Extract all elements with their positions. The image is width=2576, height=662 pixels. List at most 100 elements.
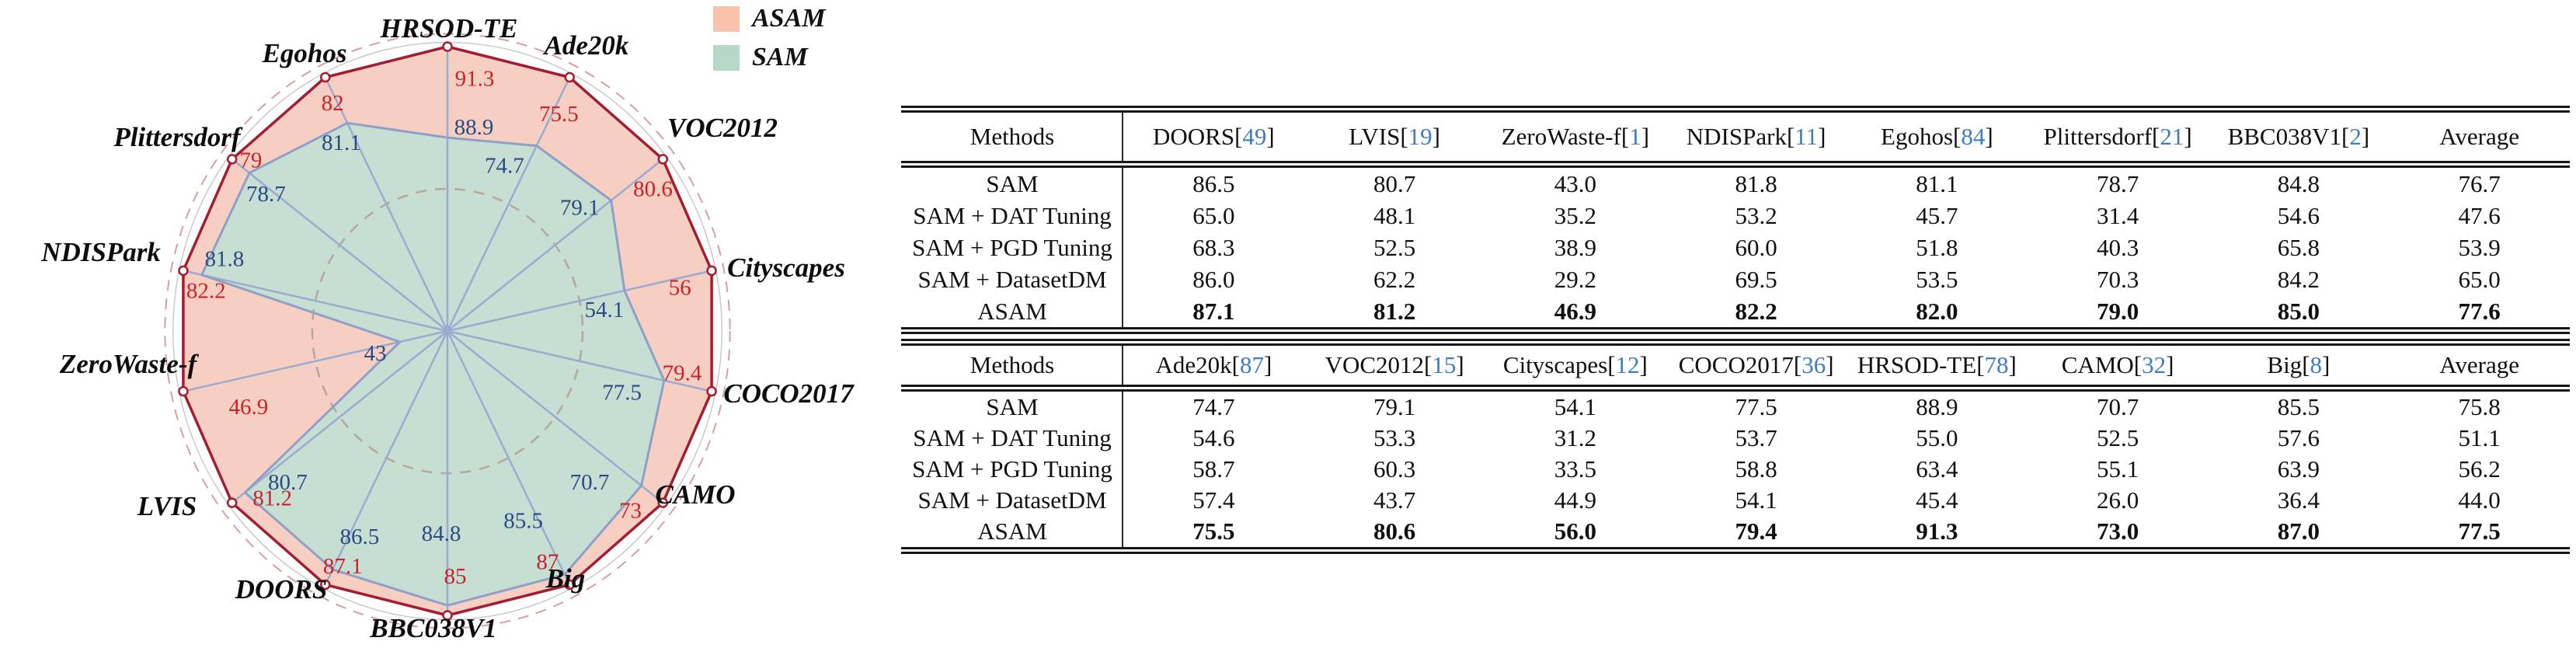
column-header: Cityscapes[12] <box>1502 351 1648 378</box>
table-top-rule <box>901 339 2570 346</box>
method-cell: SAM + PGD Tuning <box>912 233 1112 261</box>
legend-item-asam: ASAM <box>713 4 892 33</box>
method-cell: SAM + DatasetDM <box>917 265 1107 293</box>
table-header-wrap: Methods DOORS[49] LVIS[19] ZeroWaste-f[1] ND… <box>901 113 2570 161</box>
value-cell: 31.2 <box>1554 424 1596 451</box>
axis-spoke <box>183 329 448 392</box>
value-cell: 69.5 <box>1735 265 1777 293</box>
asam-value-label: 79.4 <box>663 361 702 385</box>
table-header-row: Methods Ade20k[87] VOC2012[15] Cityscapes[1… <box>901 346 2570 385</box>
column-header: Egohos[84] <box>1881 123 1993 150</box>
asam-vertex-marker <box>706 265 717 277</box>
asam-vertex-marker <box>226 154 238 165</box>
value-cell: 81.2 <box>1373 297 1416 325</box>
value-cell: 85.5 <box>2277 393 2320 420</box>
axis-label: LVIS <box>137 491 197 521</box>
value-cell: 85.0 <box>2277 297 2320 325</box>
method-cell: SAM + DatasetDM <box>917 486 1107 514</box>
results-table-2: Methods Ade20k[87] VOC2012[15] Cityscapes[1… <box>901 339 2570 554</box>
asam-vertex-marker <box>657 154 669 165</box>
value-cell: 62.2 <box>1373 265 1416 293</box>
value-cell: 82.2 <box>1735 297 1777 325</box>
asam-value-label: 56 <box>669 276 691 301</box>
value-cell: 77.6 <box>2458 297 2501 325</box>
asam-value-label: 87.1 <box>323 554 363 579</box>
value-cell: 75.8 <box>2458 393 2501 420</box>
citation-number: 84 <box>1961 123 1986 150</box>
column-header: Average <box>2439 123 2519 150</box>
value-cell: 54.1 <box>1735 486 1777 514</box>
value-cell: 57.6 <box>2277 424 2320 451</box>
value-cell: 87.1 <box>1192 297 1235 325</box>
asam-legend-label: ASAM <box>752 4 826 33</box>
value-cell: 58.7 <box>1192 455 1235 483</box>
value-cell: 70.3 <box>2097 265 2139 293</box>
value-cell: 48.1 <box>1373 201 1416 229</box>
asam-vertex-marker <box>564 579 575 591</box>
value-cell: 35.2 <box>1554 201 1596 229</box>
value-cell: 63.9 <box>2277 455 2320 483</box>
value-cell: 65.0 <box>2458 265 2501 293</box>
axis-label: HRSOD-TE <box>380 13 518 44</box>
axis-label: DOORS <box>235 574 328 605</box>
sam-value-label: 54.1 <box>585 298 625 322</box>
axis-spoke <box>183 270 448 333</box>
value-cell: 33.5 <box>1554 455 1596 483</box>
axis-spoke <box>447 329 712 392</box>
asam-value-label: 82.2 <box>186 278 226 303</box>
axis-label: Plittersdorf <box>113 122 243 152</box>
radar-chart: 88.9 91.3 74.7 75.5 79.1 80.6 54.1 56 77.5 79.4 70… <box>0 0 901 662</box>
sam-color-swatch <box>713 44 740 71</box>
value-cell: 80.6 <box>1373 517 1416 545</box>
outer-dashed-ring <box>164 33 731 629</box>
sam-value-label: 81.1 <box>322 131 361 155</box>
column-header: DOORS[49] <box>1153 123 1275 150</box>
legend-item-sam: SAM <box>713 43 892 71</box>
citation-number: 19 <box>1408 123 1432 150</box>
table-row: SAM + DatasetDM 57.4 43.7 44.9 54.1 45.4 26.0 3… <box>901 485 2570 516</box>
value-cell: 52.5 <box>1373 233 1416 261</box>
table-bottom-rule <box>901 327 2570 334</box>
value-cell: 79.0 <box>2097 297 2139 325</box>
value-cell: 56.2 <box>2458 455 2501 483</box>
column-header: HRSOD-TE[78] <box>1857 351 2017 378</box>
value-cell: 81.1 <box>1916 169 1958 197</box>
axis-spoke <box>446 330 571 586</box>
column-header: ZeroWaste-f[1] <box>1501 123 1650 150</box>
column-header: VOC2012[15] <box>1325 351 1464 378</box>
body-column-divider <box>1122 392 1123 547</box>
method-cell: ASAM <box>977 297 1047 325</box>
asam-value-label: 75.5 <box>539 102 579 127</box>
value-cell: 65.0 <box>1192 201 1235 229</box>
axis-label: Big <box>545 563 586 594</box>
method-cell: SAM + DAT Tuning <box>913 424 1112 451</box>
value-cell: 56.0 <box>1554 517 1596 545</box>
value-cell: 63.4 <box>1916 455 1958 483</box>
value-cell: 65.8 <box>2277 233 2320 261</box>
value-cell: 87.0 <box>2277 517 2320 545</box>
column-header: Average <box>2439 351 2519 378</box>
value-cell: 77.5 <box>1735 393 1777 420</box>
value-cell: 80.7 <box>1373 169 1416 197</box>
sam-value-label: 81.8 <box>204 247 244 272</box>
header-column-divider <box>1122 113 1123 161</box>
asam-value-label: 82 <box>322 91 344 116</box>
value-cell: 76.7 <box>2458 169 2501 197</box>
axis-label: BBC038V1 <box>369 613 496 643</box>
value-cell: 53.2 <box>1735 201 1777 229</box>
value-cell: 43.0 <box>1554 169 1596 197</box>
value-cell: 53.7 <box>1735 424 1777 451</box>
citation-number: 21 <box>2160 123 2184 150</box>
header-column-divider <box>1122 346 1123 385</box>
table-row: ASAM 87.1 81.2 46.9 82.2 82.0 79.0 85.0 77.6 <box>901 295 2570 327</box>
method-cell: ASAM <box>977 517 1047 545</box>
sam-legend-label: SAM <box>752 43 808 71</box>
value-cell: 53.3 <box>1373 424 1416 451</box>
value-cell: 52.5 <box>2097 424 2139 451</box>
sam-value-label: 74.7 <box>485 154 524 179</box>
table-row: SAM + DAT Tuning 65.0 48.1 35.2 53.2 45.7 31.4… <box>901 200 2570 232</box>
citation-number: 78 <box>1984 351 2009 378</box>
axis-label: Egohos <box>262 38 347 68</box>
column-header: Big[8] <box>2267 351 2331 378</box>
